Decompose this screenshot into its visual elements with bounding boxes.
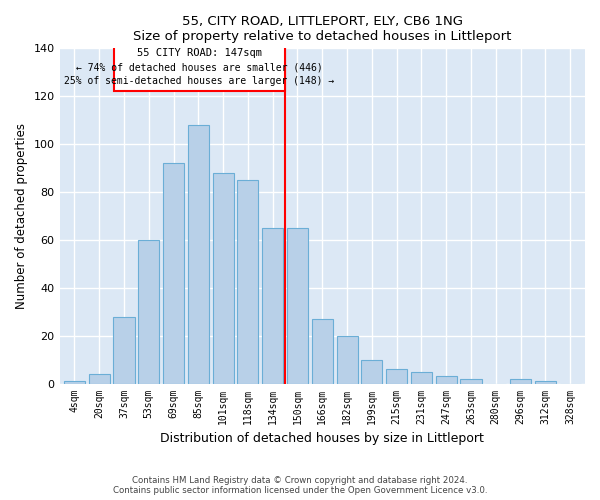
Bar bbox=[64, 381, 85, 384]
Bar bbox=[114, 44, 285, 92]
Text: ← 74% of detached houses are smaller (446): ← 74% of detached houses are smaller (44… bbox=[76, 62, 323, 72]
Text: 55 CITY ROAD: 147sqm: 55 CITY ROAD: 147sqm bbox=[137, 48, 262, 58]
Bar bbox=[411, 372, 432, 384]
Bar bbox=[212, 173, 233, 384]
Bar bbox=[337, 336, 358, 384]
Text: 25% of semi-detached houses are larger (148) →: 25% of semi-detached houses are larger (… bbox=[64, 76, 335, 86]
Bar bbox=[113, 316, 134, 384]
Bar bbox=[361, 360, 382, 384]
Bar bbox=[89, 374, 110, 384]
Bar bbox=[535, 381, 556, 384]
Bar bbox=[262, 228, 283, 384]
Title: 55, CITY ROAD, LITTLEPORT, ELY, CB6 1NG
Size of property relative to detached ho: 55, CITY ROAD, LITTLEPORT, ELY, CB6 1NG … bbox=[133, 15, 511, 43]
Bar bbox=[510, 379, 531, 384]
Y-axis label: Number of detached properties: Number of detached properties bbox=[15, 123, 28, 309]
Text: Contains HM Land Registry data © Crown copyright and database right 2024.
Contai: Contains HM Land Registry data © Crown c… bbox=[113, 476, 487, 495]
Bar bbox=[238, 180, 259, 384]
Bar bbox=[460, 379, 482, 384]
Bar bbox=[436, 376, 457, 384]
Bar bbox=[163, 164, 184, 384]
Bar bbox=[138, 240, 160, 384]
Bar bbox=[386, 369, 407, 384]
Bar bbox=[188, 125, 209, 384]
Bar bbox=[287, 228, 308, 384]
X-axis label: Distribution of detached houses by size in Littleport: Distribution of detached houses by size … bbox=[160, 432, 484, 445]
Bar bbox=[312, 319, 333, 384]
